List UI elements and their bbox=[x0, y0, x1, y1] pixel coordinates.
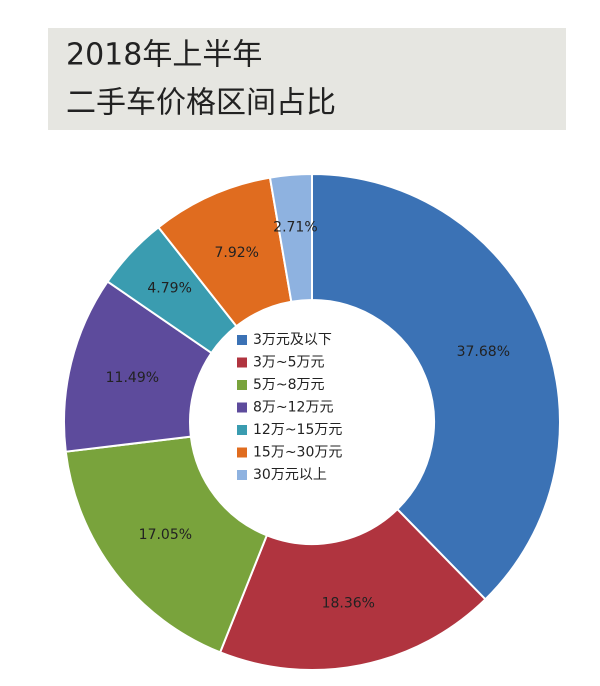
legend-swatch bbox=[237, 402, 247, 413]
title-box bbox=[48, 28, 566, 130]
legend-label: 5万~8万元 bbox=[253, 377, 325, 393]
data-label: 7.92% bbox=[214, 245, 258, 261]
donut-slice bbox=[311, 172, 561, 601]
legend-swatch bbox=[237, 380, 247, 390]
legend-label: 3万~5万元 bbox=[253, 355, 325, 371]
data-label: 11.49% bbox=[106, 370, 159, 386]
data-label: 17.05% bbox=[139, 527, 192, 543]
legend-label: 30万元以上 bbox=[253, 467, 327, 483]
data-label: 37.68% bbox=[457, 344, 510, 360]
data-label: 4.79% bbox=[147, 281, 191, 297]
donut-slice bbox=[64, 435, 269, 654]
legend-label: 3万元及以下 bbox=[253, 332, 332, 348]
legend-swatch bbox=[237, 470, 247, 480]
chart-title: 2018年上半年 bbox=[66, 38, 262, 73]
chart-title: 二手车价格区间占比 bbox=[66, 86, 336, 121]
legend-swatch bbox=[237, 425, 247, 435]
data-label: 2.71% bbox=[273, 220, 317, 236]
donut-slice bbox=[218, 507, 487, 671]
legend-label: 12万~15万元 bbox=[253, 422, 342, 438]
donut-slice bbox=[268, 172, 313, 303]
data-label: 18.36% bbox=[322, 595, 375, 611]
legend-label: 8万~12万元 bbox=[253, 400, 333, 416]
legend-label: 15万~30万元 bbox=[253, 445, 342, 461]
legend-swatch bbox=[237, 357, 247, 368]
legend-swatch bbox=[237, 447, 247, 458]
legend-swatch bbox=[237, 335, 247, 345]
